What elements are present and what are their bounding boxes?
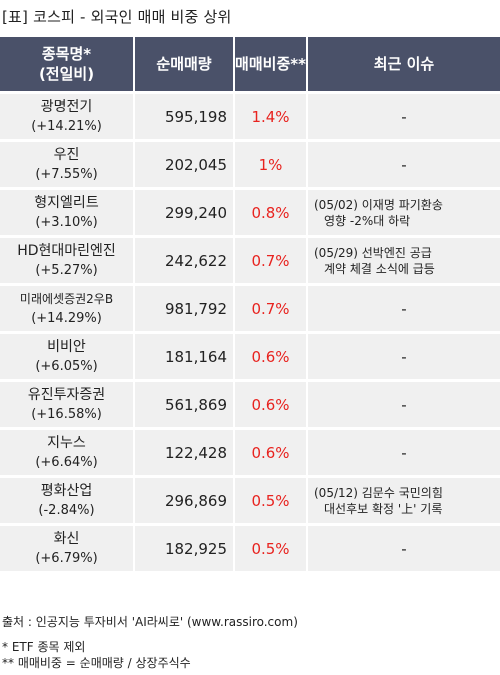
stock-cell: 광명전기 (+14.21%) — [0, 94, 135, 139]
issue-line1: - — [401, 107, 407, 126]
issue-line1: - — [401, 155, 407, 174]
net-volume: 595,198 — [135, 94, 235, 139]
table-row: 우진 (+7.55%) 202,045 1% - — [0, 142, 500, 187]
net-volume: 296,869 — [135, 478, 235, 523]
trade-ratio: 0.5% — [235, 478, 308, 523]
trade-ratio: 0.6% — [235, 430, 308, 475]
recent-issue: - — [308, 334, 500, 379]
issue-line2: 대선후보 확정 '上' 기록 — [324, 501, 443, 516]
stock-cell: 형지엘리트 (+3.10%) — [0, 190, 135, 235]
recent-issue: - — [308, 142, 500, 187]
recent-issue: (05/29) 선박엔진 공급 계약 체결 소식에 급등 — [308, 238, 500, 283]
foreign-trading-table: 종목명* (전일비) 순매매량 매매비중** 최근 이슈 광명전기 (+14.21… — [0, 34, 500, 574]
stock-name: 광명전기 — [40, 98, 93, 115]
net-volume: 122,428 — [135, 430, 235, 475]
net-volume: 202,045 — [135, 142, 235, 187]
table-row: 비비안 (+6.05%) 181,164 0.6% - — [0, 334, 500, 379]
table-title: [표] 코스피 - 외국인 매매 비중 상위 — [2, 8, 232, 26]
trade-ratio: 0.7% — [235, 286, 308, 331]
table-row: HD현대마린엔진 (+5.27%) 242,622 0.7% (05/29) 선박엔진 … — [0, 238, 500, 283]
recent-issue: (05/12) 김문수 국민의힘 대선후보 확정 '上' 기록 — [308, 478, 500, 523]
stock-name: 유진투자증권 — [27, 386, 106, 403]
net-volume: 981,792 — [135, 286, 235, 331]
table-row: 화신 (+6.79%) 182,925 0.5% - — [0, 526, 500, 571]
trade-ratio: 0.7% — [235, 238, 308, 283]
trade-ratio: 1% — [235, 142, 308, 187]
header-name-line2: (전일비) — [38, 65, 95, 83]
source-note: 출처 : 인공지능 투자비서 'AI라씨로' (www.rassiro.com) — [2, 615, 298, 629]
net-volume: 299,240 — [135, 190, 235, 235]
footnote-ratio: ** 매매비중 = 순매매량 / 상장주식수 — [2, 656, 191, 670]
stock-name: 지누스 — [47, 434, 86, 451]
stock-change: (+3.10%) — [35, 214, 98, 230]
stock-change: (+7.55%) — [35, 166, 98, 182]
stock-change: (+16.58%) — [31, 406, 102, 422]
table-header-row: 종목명* (전일비) 순매매량 매매비중** 최근 이슈 — [0, 37, 500, 91]
stock-cell: 미래에셋증권2우B (+14.29%) — [0, 286, 135, 331]
issue-line1: - — [401, 539, 407, 558]
header-name: 종목명* (전일비) — [0, 37, 135, 91]
issue-line1: - — [401, 395, 407, 414]
stock-name: 형지엘리트 — [34, 194, 99, 211]
recent-issue: - — [308, 286, 500, 331]
header-issue: 최근 이슈 — [308, 37, 500, 91]
table-row: 평화산업 (-2.84%) 296,869 0.5% (05/12) 김문수 국민의힘 대… — [0, 478, 500, 523]
stock-change: (+6.64%) — [35, 454, 98, 470]
table-row: 지누스 (+6.64%) 122,428 0.6% - — [0, 430, 500, 475]
issue-line1: - — [401, 347, 407, 366]
stock-name: HD현대마린엔진 — [17, 242, 116, 259]
table-row: 미래에셋증권2우B (+14.29%) 981,792 0.7% - — [0, 286, 500, 331]
stock-change: (+14.21%) — [31, 118, 102, 134]
stock-cell: 평화산업 (-2.84%) — [0, 478, 135, 523]
stock-cell: 유진투자증권 (+16.58%) — [0, 382, 135, 427]
trade-ratio: 0.6% — [235, 382, 308, 427]
issue-line1: (05/02) 이재명 파기환송 — [314, 197, 443, 212]
stock-change: (+6.05%) — [35, 358, 98, 374]
net-volume: 561,869 — [135, 382, 235, 427]
footnote-etf: * ETF 종목 제외 — [2, 640, 86, 654]
table-row: 유진투자증권 (+16.58%) 561,869 0.6% - — [0, 382, 500, 427]
stock-change: (+5.27%) — [35, 262, 98, 278]
recent-issue: - — [308, 526, 500, 571]
recent-issue: - — [308, 430, 500, 475]
stock-change: (+14.29%) — [31, 310, 102, 326]
recent-issue: (05/02) 이재명 파기환송 영향 -2%대 하락 — [308, 190, 500, 235]
stock-cell: 우진 (+7.55%) — [0, 142, 135, 187]
recent-issue: - — [308, 94, 500, 139]
issue-line2: 계약 체결 소식에 급등 — [324, 261, 435, 276]
trade-ratio: 0.6% — [235, 334, 308, 379]
net-volume: 181,164 — [135, 334, 235, 379]
stock-name: 평화산업 — [40, 482, 93, 499]
trade-ratio: 0.8% — [235, 190, 308, 235]
trade-ratio: 1.4% — [235, 94, 308, 139]
stock-name: 비비안 — [47, 338, 86, 355]
table-row: 형지엘리트 (+3.10%) 299,240 0.8% (05/02) 이재명 파기환송… — [0, 190, 500, 235]
recent-issue: - — [308, 382, 500, 427]
net-volume: 242,622 — [135, 238, 235, 283]
stock-name: 화신 — [53, 530, 80, 547]
header-name-line1: 종목명* — [41, 45, 92, 63]
header-ratio: 매매비중** — [235, 37, 308, 91]
issue-line1: (05/29) 선박엔진 공급 — [314, 245, 432, 260]
stock-change: (-2.84%) — [38, 502, 95, 518]
net-volume: 182,925 — [135, 526, 235, 571]
header-volume: 순매매량 — [135, 37, 235, 91]
stock-name: 미래에셋증권2우B — [19, 291, 114, 306]
stock-cell: 지누스 (+6.64%) — [0, 430, 135, 475]
issue-line1: - — [401, 443, 407, 462]
stock-cell: 화신 (+6.79%) — [0, 526, 135, 571]
stock-cell: HD현대마린엔진 (+5.27%) — [0, 238, 135, 283]
table-row: 광명전기 (+14.21%) 595,198 1.4% - — [0, 94, 500, 139]
stock-name: 우진 — [53, 146, 80, 163]
trade-ratio: 0.5% — [235, 526, 308, 571]
issue-line1: - — [401, 299, 407, 318]
issue-line2: 영향 -2%대 하락 — [324, 213, 411, 228]
stock-change: (+6.79%) — [35, 550, 98, 566]
issue-line1: (05/12) 김문수 국민의힘 — [314, 485, 443, 500]
stock-cell: 비비안 (+6.05%) — [0, 334, 135, 379]
